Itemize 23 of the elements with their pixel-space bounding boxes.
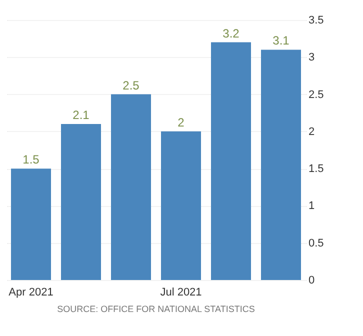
y-tick-label: 1	[308, 200, 315, 212]
bar	[61, 124, 101, 280]
data-label: 2.1	[72, 108, 90, 122]
x-tick-label: Apr 2021	[8, 286, 54, 298]
y-tick-label: 1.5	[308, 163, 324, 176]
x-tick-label: Jul 2021	[160, 286, 202, 298]
data-label: 3.1	[272, 34, 290, 48]
y-tick-label: 0	[308, 274, 315, 286]
bar	[161, 131, 201, 280]
bar	[111, 94, 151, 280]
bar	[11, 168, 51, 280]
bar	[261, 50, 301, 280]
y-tick-label: 0.5	[308, 237, 324, 250]
data-label: 3.2	[222, 26, 240, 40]
y-tick-label: 2.5	[308, 88, 324, 101]
source-note: SOURCE: OFFICE FOR NATIONAL STATISTICS	[57, 304, 255, 314]
y-tick-label: 3.5	[308, 14, 324, 26]
y-tick-label: 3	[308, 52, 315, 64]
bar	[211, 42, 251, 280]
data-label: 1.5	[22, 152, 40, 167]
y-tick-label: 2	[308, 126, 315, 138]
data-label: 2	[178, 115, 185, 130]
data-label: 2.5	[122, 78, 140, 92]
